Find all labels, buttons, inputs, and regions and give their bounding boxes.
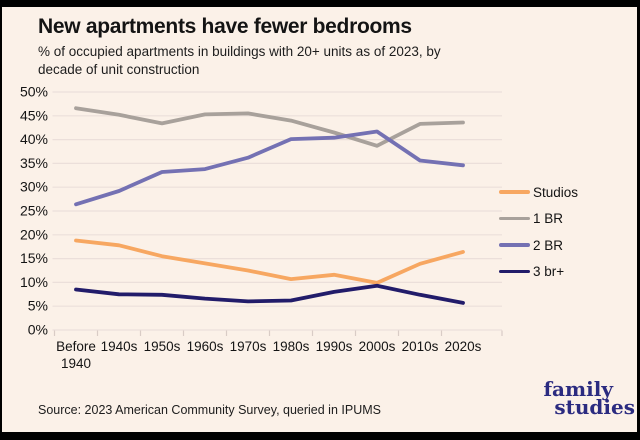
y-axis-label: 30% bbox=[20, 179, 48, 195]
legend-label-1-br: 1 BR bbox=[533, 211, 564, 226]
legend-label-3-br-plus: 3 br+ bbox=[533, 264, 565, 279]
x-axis-label: 1940s bbox=[101, 339, 138, 354]
frame-border-bottom bbox=[0, 432, 640, 440]
legend-swatch-studios bbox=[499, 190, 530, 194]
x-axis-label: 1980s bbox=[273, 339, 310, 354]
x-axis-labels: Before 1940 1940s 1950s 1960s 1970s 1980s 1990s… bbox=[56, 339, 482, 371]
chart-subtitle-line-2: decade of unit construction bbox=[38, 62, 200, 77]
chart-subtitle: % of occupied apartments in buildings wi… bbox=[38, 43, 441, 79]
series-line-1-br bbox=[74, 106, 465, 148]
x-axis-label: 1990s bbox=[316, 339, 353, 354]
y-axis-label: 15% bbox=[20, 250, 48, 266]
legend-item-studios: Studios bbox=[499, 184, 579, 200]
series-line-studios bbox=[74, 238, 465, 285]
series-line-3-br-plus bbox=[74, 283, 465, 305]
y-axis-label: 40% bbox=[20, 131, 48, 147]
y-axis-label: 10% bbox=[20, 274, 48, 290]
frame-border-top bbox=[0, 0, 640, 7]
y-axis-label: 5% bbox=[28, 298, 48, 314]
logo-line-family: family bbox=[543, 377, 613, 401]
x-axis-label: 2020s bbox=[445, 339, 482, 354]
x-axis-ticks bbox=[53, 330, 503, 336]
frame-border-left bbox=[0, 0, 2, 440]
y-axis-label: 50% bbox=[20, 84, 48, 100]
chart-subtitle-line-1: % of occupied apartments in buildings wi… bbox=[38, 44, 441, 59]
legend-item-3-br-plus: 3 br+ bbox=[499, 264, 578, 279]
x-axis-label: Before 1940 bbox=[56, 339, 96, 371]
logo-line-studies: studies bbox=[554, 395, 635, 419]
x-axis-label: 1960s bbox=[187, 339, 224, 354]
legend-label-studios: Studios bbox=[533, 184, 579, 200]
legend-swatch-1-br bbox=[499, 216, 530, 221]
source-note: Source: 2023 American Community Survey, … bbox=[38, 403, 381, 417]
y-axis-label: 25% bbox=[20, 203, 48, 219]
y-axis-label: 35% bbox=[20, 155, 48, 171]
frame-border-right bbox=[637, 0, 640, 440]
chart-legend: Studios 1 BR 2 BR 3 br+ bbox=[499, 185, 578, 279]
x-axis-label: 2000s bbox=[359, 339, 396, 354]
series-line-2-br bbox=[74, 129, 465, 207]
x-axis-label: 1970s bbox=[230, 339, 267, 354]
legend-item-2-br: 2 BR bbox=[499, 237, 578, 253]
y-axis-label: 20% bbox=[20, 226, 48, 242]
y-axis-label: 45% bbox=[20, 107, 48, 123]
x-axis-label: 2010s bbox=[402, 339, 439, 354]
legend-swatch-2-br bbox=[499, 243, 530, 247]
legend-label-2-br: 2 BR bbox=[533, 237, 564, 253]
legend-swatch-3-br-plus bbox=[499, 269, 530, 274]
brand-logo: family studies bbox=[495, 378, 635, 418]
x-axis-label: 1950s bbox=[144, 339, 181, 354]
legend-item-1-br: 1 BR bbox=[499, 211, 578, 226]
chart-title: New apartments have fewer bedrooms bbox=[38, 15, 412, 38]
y-axis-labels: 0% 5% 10% 15% 20% 25% 30% 35% 40% 45% 50% bbox=[20, 84, 48, 338]
y-axis-label: 0% bbox=[28, 322, 48, 338]
